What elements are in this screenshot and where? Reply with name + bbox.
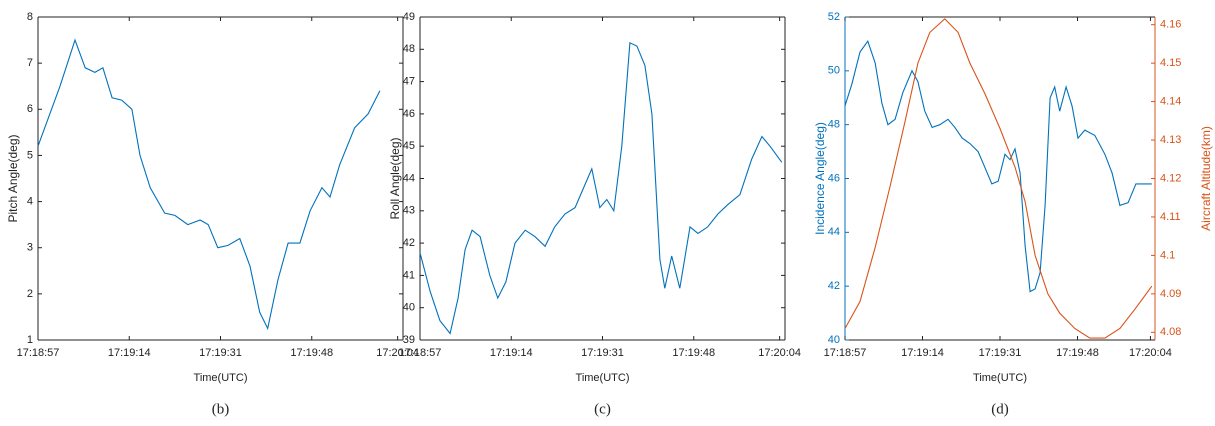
y-tick-label: 48	[828, 119, 840, 131]
y-tick-label: 40	[828, 334, 840, 346]
x-tick-label: 17:18:57	[17, 347, 60, 359]
x-tick-label: 17:19:48	[1056, 347, 1099, 359]
x-tick-label: 17:19:31	[581, 347, 624, 359]
y-tick-label: 40	[403, 302, 415, 314]
y-axis-title: Roll Angle(deg)	[388, 137, 402, 219]
x-axis-title: Time(UTC)	[973, 372, 1027, 384]
x-tick-label: 17:18:57	[824, 347, 867, 359]
y-tick-label: 44	[828, 226, 840, 238]
y-tick-label: 7	[27, 57, 33, 69]
y-tick-label: 41	[403, 269, 415, 281]
caption: (c)	[594, 401, 611, 417]
x-tick-label: 17:19:31	[979, 347, 1022, 359]
y-axis-title: Incidence Angle(deg)	[813, 122, 827, 235]
y-tick-label: 43	[403, 205, 415, 217]
x-tick-label: 17:19:48	[672, 347, 715, 359]
data-line	[37, 38, 381, 331]
x-tick-label: 17:19:48	[290, 347, 333, 359]
data-line	[844, 40, 1152, 293]
x-tick-label: 17:19:14	[490, 347, 533, 359]
x-tick-label: 17:19:31	[199, 347, 242, 359]
x-tick-label: 17:20:04	[376, 347, 419, 359]
y2-tick-label: 4.11	[1160, 211, 1181, 223]
caption: (b)	[212, 401, 230, 417]
y-tick-label: 46	[403, 108, 415, 120]
y-axis-title: Pitch Angle(deg)	[6, 134, 20, 222]
x-tick-label: 17:20:04	[758, 347, 801, 359]
y2-tick-label: 4.12	[1160, 172, 1181, 184]
x-tick-label: 17:19:14	[901, 347, 944, 359]
y-tick-label: 39	[403, 334, 415, 346]
x-tick-label: 17:19:14	[108, 347, 151, 359]
y-tick-label: 50	[828, 65, 840, 77]
y-tick-label: 49	[403, 11, 415, 23]
x-tick-label: 17:20:04	[1129, 347, 1172, 359]
data-line	[419, 41, 783, 335]
data-line	[844, 18, 1153, 339]
y-tick-label: 3	[27, 242, 33, 254]
y-tick-label: 42	[828, 280, 840, 292]
y-tick-label: 47	[403, 76, 415, 88]
y-tick-label: 1	[27, 334, 33, 346]
y2-tick-label: 4.1	[1160, 249, 1175, 261]
y2-tick-label: 4.09	[1160, 288, 1181, 300]
y-tick-label: 6	[27, 103, 33, 115]
x-axis-title: Time(UTC)	[194, 372, 248, 384]
y-tick-label: 48	[403, 43, 415, 55]
y-tick-label: 46	[828, 172, 840, 184]
caption: (d)	[991, 401, 1009, 417]
y2-tick-label: 4.14	[1160, 96, 1181, 108]
y2-tick-label: 4.15	[1160, 57, 1181, 69]
y-tick-label: 2	[27, 288, 33, 300]
y-tick-label: 45	[403, 140, 415, 152]
y-tick-label: 44	[403, 172, 415, 184]
y2-tick-label: 4.13	[1160, 134, 1181, 146]
y2-tick-label: 4.08	[1160, 326, 1181, 338]
y-tick-label: 8	[27, 11, 33, 23]
y-tick-label: 5	[27, 149, 33, 161]
y-tick-label: 4	[27, 195, 33, 207]
y-tick-label: 42	[403, 237, 415, 249]
y-tick-label: 52	[828, 11, 840, 23]
y2-axis-title: Aircraft Altitude(km)	[1199, 126, 1213, 231]
x-tick-label: 17:18:57	[399, 347, 442, 359]
y2-tick-label: 4.16	[1160, 19, 1181, 31]
x-axis-title: Time(UTC)	[576, 372, 630, 384]
